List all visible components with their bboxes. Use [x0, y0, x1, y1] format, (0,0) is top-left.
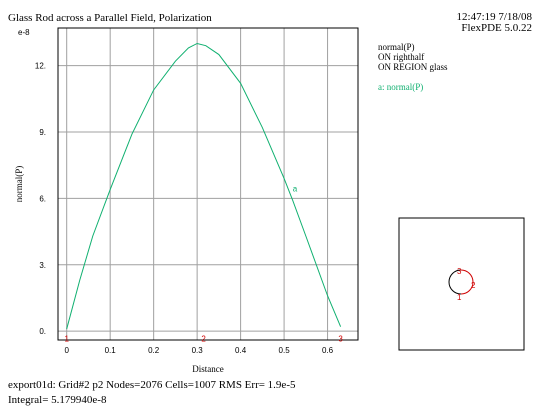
x-tick-label: 0.1	[105, 346, 117, 355]
y-tick-label: 9.	[39, 128, 46, 137]
x-axis-label: Distance	[192, 364, 224, 374]
series-line-a	[66, 42, 342, 330]
timestamp-block: 12:47:19 7/18/08 FlexPDE 5.0.22	[457, 12, 532, 34]
footer-stats: export01d: Grid#2 p2 Nodes=2076 Cells=10…	[8, 379, 296, 391]
legend-line-3: ON REGION glass	[378, 62, 448, 72]
grid-lines	[58, 28, 358, 340]
path-labels: 1 2 3	[64, 335, 343, 344]
plot-title: Glass Rod across a Parallel Field, Polar…	[8, 12, 212, 24]
plot-frame	[57, 27, 359, 341]
series-marker-label: a	[293, 185, 298, 194]
y-tick-label: 6.	[39, 194, 46, 203]
x-tick-label: 0.2	[148, 346, 160, 355]
path-label: 1	[64, 335, 69, 344]
inset-domain-view: 1 2 3	[398, 217, 525, 351]
tick-labels: 0 0.1 0.2 0.3 0.4 0.5 0.6 0. 3. 6. 9. 12.	[35, 62, 334, 355]
inset-left-boundary	[448, 269, 462, 295]
inset-right-boundary	[460, 269, 474, 295]
y-tick-label: 3.	[39, 261, 46, 270]
x-tick-label: 0.4	[235, 346, 247, 355]
y-tick-label: 12.	[35, 62, 46, 71]
x-tick-label: 0.6	[322, 346, 334, 355]
x-tick-label: 0.5	[279, 346, 291, 355]
timestamp: 12:47:19 7/18/08	[456, 11, 532, 23]
inset-frame	[398, 217, 525, 351]
inset-label-2: 2	[471, 281, 476, 290]
inset-label-1: 1	[457, 293, 462, 302]
legend-line-1: normal(P)	[378, 42, 415, 52]
x-tick-label: 0.3	[192, 346, 204, 355]
series-group: a	[66, 42, 342, 330]
software-version: FlexPDE 5.0.22	[461, 22, 532, 34]
legend-line-2: ON righthalf	[378, 52, 425, 62]
inset-label-3: 3	[457, 267, 462, 276]
path-label: 3	[338, 335, 343, 344]
legend-block: normal(P) ON righthalf ON REGION glass	[378, 42, 448, 72]
y-exponent-label: e-8	[18, 28, 30, 37]
path-label: 2	[201, 335, 206, 344]
legend-series-label: a: normal(P)	[378, 82, 424, 92]
y-tick-label: 0.	[39, 327, 46, 336]
y-axis-label: normal(P)	[14, 166, 24, 203]
x-tick-label: 0	[64, 346, 69, 355]
footer-integral: Integral= 5.179940e-8	[8, 394, 107, 406]
